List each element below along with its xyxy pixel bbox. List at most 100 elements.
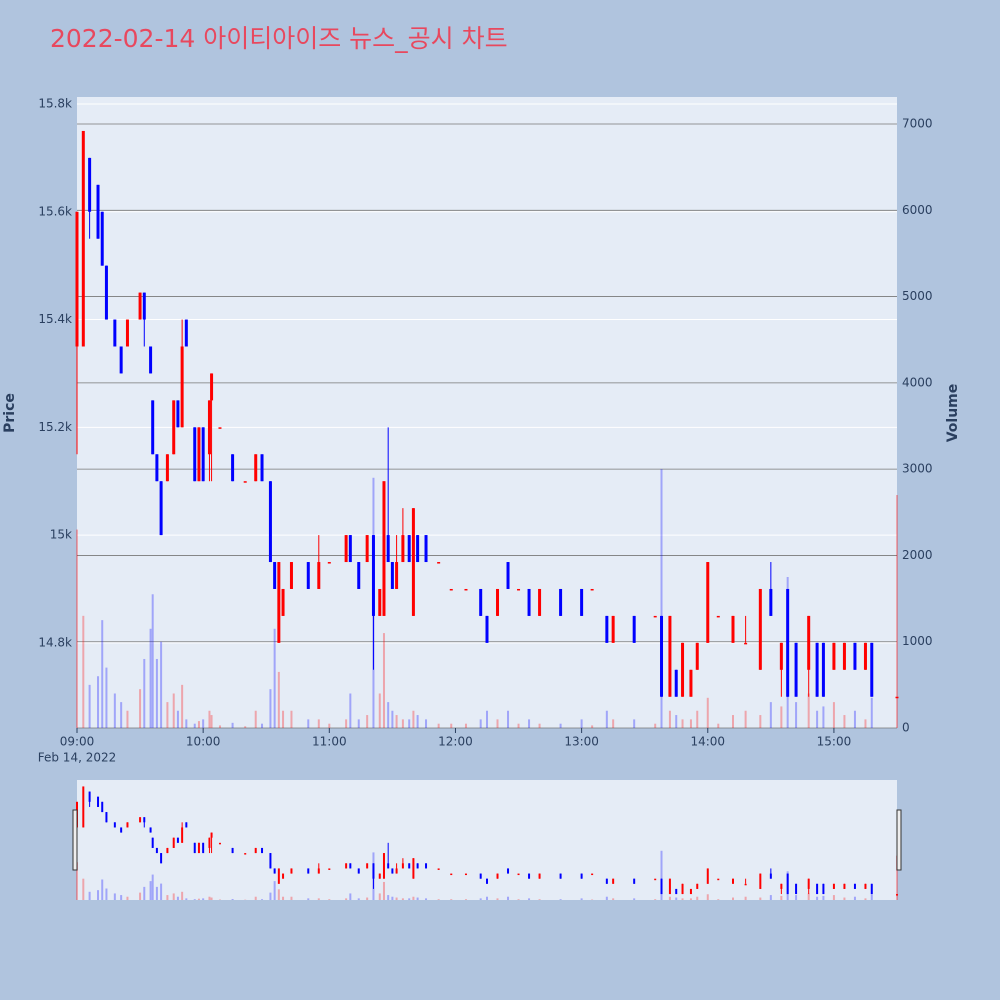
volume-bar-mini bbox=[795, 895, 798, 900]
candle-body bbox=[437, 562, 441, 564]
candle-body bbox=[357, 562, 361, 589]
volume-bar-mini bbox=[261, 899, 264, 900]
volume-bar-mini bbox=[88, 891, 91, 900]
candle-body-mini bbox=[181, 827, 184, 843]
candle-body bbox=[731, 615, 735, 643]
volume-bar-mini bbox=[870, 894, 873, 900]
volume-bar-mini bbox=[391, 896, 394, 900]
volume-bar bbox=[425, 719, 428, 728]
slider-handle[interactable] bbox=[896, 809, 902, 871]
x-tick-label: 09:00 bbox=[60, 735, 95, 749]
candle-body bbox=[281, 588, 285, 616]
candle-body-mini bbox=[317, 868, 320, 874]
candle-body bbox=[159, 481, 163, 536]
candle-body bbox=[485, 615, 489, 643]
candle-body-mini bbox=[591, 873, 594, 876]
volume-bar-mini bbox=[181, 891, 184, 900]
y2-axis-title: Volume bbox=[945, 384, 961, 443]
volume-bar bbox=[660, 469, 663, 728]
candle-body bbox=[327, 562, 331, 564]
volume-bar bbox=[807, 693, 810, 728]
volume-bar-mini bbox=[780, 895, 783, 900]
candle-body bbox=[870, 642, 874, 697]
volume-bar-mini bbox=[210, 897, 213, 900]
volume-bar-mini bbox=[395, 897, 398, 900]
candle-body-mini bbox=[681, 883, 684, 895]
volume-bar-mini bbox=[706, 894, 709, 900]
candle-body bbox=[416, 535, 420, 563]
candle-body bbox=[365, 535, 369, 563]
candle-body bbox=[794, 642, 798, 697]
volume-bar-mini bbox=[633, 898, 636, 900]
candle-body bbox=[165, 454, 169, 482]
volume-bar bbox=[261, 723, 264, 728]
candle-body bbox=[517, 588, 521, 591]
candle-body-mini bbox=[612, 878, 615, 884]
volume-bar bbox=[769, 702, 772, 728]
volume-bar bbox=[696, 710, 699, 728]
candle-body bbox=[411, 508, 415, 616]
volume-bar-mini bbox=[290, 896, 293, 900]
slider-handle[interactable] bbox=[72, 809, 78, 871]
volume-bar bbox=[290, 710, 293, 728]
candle-body-mini bbox=[853, 883, 856, 889]
candle-body bbox=[378, 588, 382, 616]
volume-bar bbox=[181, 684, 184, 728]
volume-bar-mini bbox=[660, 850, 663, 900]
volume-bar-mini bbox=[744, 896, 747, 900]
candle-body-mini bbox=[807, 878, 810, 889]
candle-body-mini bbox=[896, 894, 898, 896]
volume-bar bbox=[349, 693, 352, 728]
candle-body-mini bbox=[717, 878, 720, 881]
volume-bar bbox=[97, 676, 100, 728]
candle-body-mini bbox=[282, 873, 285, 879]
candle-body bbox=[155, 454, 159, 482]
volume-bar bbox=[382, 633, 385, 728]
volume-bar-mini bbox=[176, 896, 179, 900]
volume-bar bbox=[88, 684, 91, 728]
candle-body-mini bbox=[870, 883, 873, 895]
candle-body bbox=[538, 588, 542, 616]
volume-bar-mini bbox=[349, 893, 352, 900]
candle-body bbox=[151, 400, 155, 455]
volume-bar bbox=[307, 719, 310, 728]
candle-body-mini bbox=[307, 868, 310, 874]
candle-body bbox=[306, 562, 310, 589]
volume-bar-mini bbox=[896, 855, 898, 900]
volume-bar-mini bbox=[450, 899, 453, 900]
volume-bar bbox=[822, 706, 825, 728]
candle-body bbox=[386, 535, 390, 563]
candle-body-mini bbox=[202, 842, 205, 854]
candle-body bbox=[559, 588, 563, 616]
volume-bar bbox=[244, 726, 247, 728]
candle-body-mini bbox=[507, 868, 510, 874]
volume-bar bbox=[120, 702, 123, 728]
volume-bar bbox=[208, 710, 211, 728]
y-tick-label: 15.6k bbox=[38, 204, 72, 218]
candle-body-mini bbox=[143, 817, 146, 823]
volume-bar-mini bbox=[507, 896, 510, 900]
candle-body-mini bbox=[176, 837, 179, 843]
volume-bar-mini bbox=[101, 879, 104, 900]
candle-body bbox=[527, 588, 531, 616]
candle-body bbox=[744, 642, 748, 645]
candle-body bbox=[218, 427, 222, 429]
volume-bar-mini bbox=[408, 898, 411, 900]
volume-bar bbox=[105, 667, 108, 728]
volume-bar bbox=[391, 710, 394, 728]
volume-bar bbox=[717, 723, 720, 728]
candle-body-mini bbox=[780, 883, 783, 889]
candle-body-mini bbox=[261, 847, 264, 854]
candle-body bbox=[779, 642, 783, 670]
candle-body-mini bbox=[349, 863, 352, 869]
candle-body bbox=[706, 562, 710, 643]
volume-bar-mini bbox=[843, 897, 846, 900]
candle-body-mini bbox=[88, 791, 91, 802]
candle-body bbox=[100, 211, 104, 266]
candle-body-mini bbox=[479, 873, 482, 879]
candle-body-mini bbox=[193, 842, 196, 854]
volume-bar-mini bbox=[382, 881, 385, 900]
volume-bar-mini bbox=[282, 896, 285, 900]
candle-body bbox=[716, 615, 720, 618]
candle-body bbox=[268, 481, 272, 563]
